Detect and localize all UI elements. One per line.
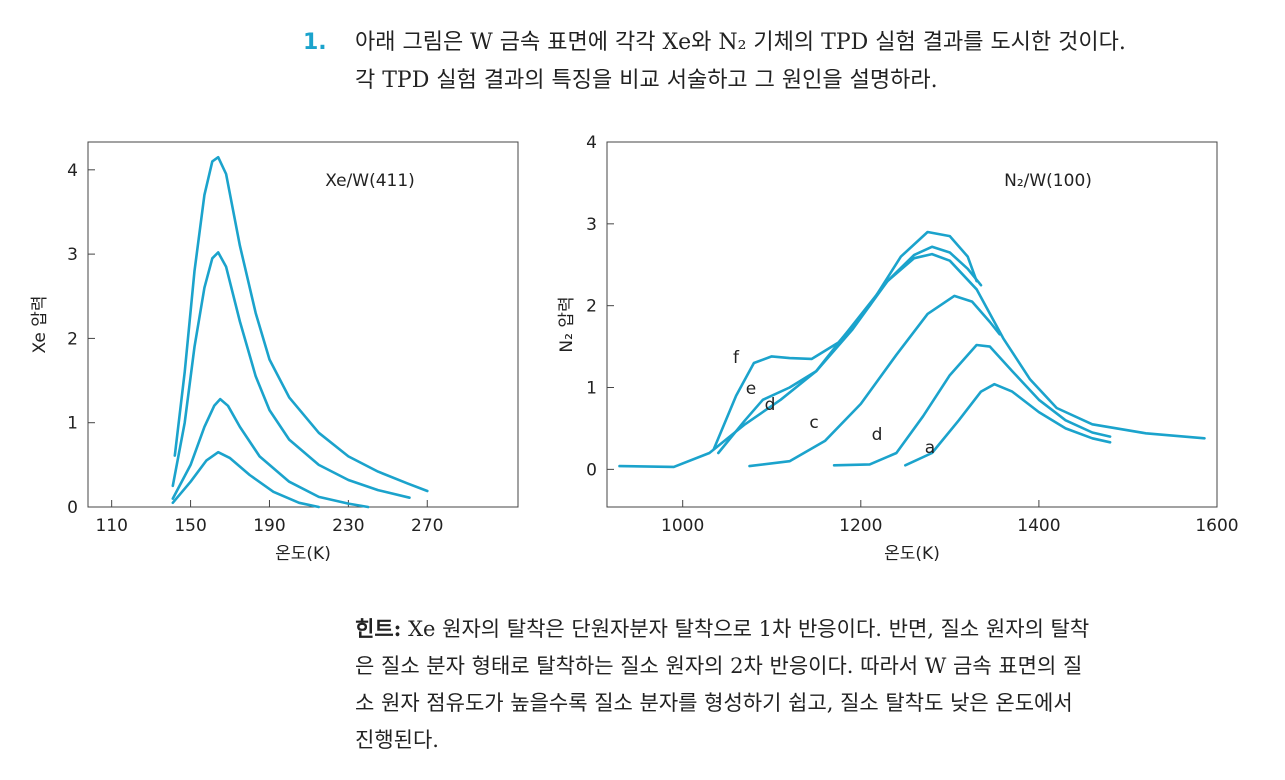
y-tick-label: 1 [586, 379, 597, 399]
curve [712, 230, 978, 451]
y-tick-label: 2 [67, 329, 78, 349]
y-tick-label: 4 [67, 161, 78, 181]
hint: 힌트: Xe 원자의 탈착은 단원자분자 탈착으로 1차 반응이다. 반면, 질… [355, 610, 1089, 759]
hint-line: 소 원자 점유도가 높을수록 질소 분자를 형성하기 쉽고, 질소 탈착도 낮은… [355, 691, 1073, 715]
x-tick-label: 110 [95, 516, 127, 536]
x-tick-label: 1600 [1195, 516, 1238, 536]
y-tick-label: 3 [586, 215, 597, 235]
annotation: N₂/W(100) [1004, 171, 1092, 191]
x-tick-label: 190 [253, 516, 285, 536]
question-number: 1. [303, 30, 327, 55]
y-tick-label: 3 [67, 245, 78, 265]
plot-frame [606, 141, 1218, 508]
plot-frame [87, 141, 519, 508]
curve [171, 450, 321, 509]
curve-label: e [746, 379, 756, 399]
x-tick-label: 270 [411, 516, 443, 536]
x-axis-label: 온도(K) [275, 544, 331, 564]
curve-label: a [925, 438, 935, 458]
curve [904, 382, 1112, 467]
curve-label: d [765, 395, 776, 415]
hint-line: 힌트: Xe 원자의 탈착은 단원자분자 탈착으로 1차 반응이다. 반면, 질… [355, 610, 1089, 648]
hint-text: Xe 원자의 탈착은 단원자분자 탈착으로 1차 반응이다. 반면, 질소 원자… [401, 617, 1090, 641]
curve [717, 245, 983, 455]
x-tick-label: 230 [332, 516, 364, 536]
curve [173, 155, 429, 493]
curve [171, 397, 370, 509]
annotation: Xe/W(411) [325, 171, 415, 191]
y-tick-label: 1 [67, 414, 78, 434]
y-tick-label: 4 [586, 133, 597, 153]
hint-label: 힌트: [355, 616, 402, 641]
question-line: 아래 그림은 W 금속 표면에 각각 Xe와 N₂ 기체의 TPD 실험 결과를… [355, 30, 1126, 55]
y-axis-label: N₂ 압력 [557, 296, 577, 352]
curve-label: d [872, 425, 883, 445]
x-tick-label: 1000 [661, 516, 704, 536]
x-tick-label: 1200 [839, 516, 882, 536]
curve-label: f [733, 348, 740, 368]
y-tick-label: 2 [586, 297, 597, 317]
x-tick-label: 1400 [1017, 516, 1060, 536]
question: 1. 아래 그림은 W 금속 표면에 각각 Xe와 N₂ 기체의 TPD 실험 … [303, 24, 1126, 100]
curve [618, 252, 1206, 469]
question-line: 각 TPD 실험 결과의 특징을 비교 서술하고 그 원인을 설명하라. [355, 68, 938, 93]
x-tick-label: 150 [174, 516, 206, 536]
y-tick-label: 0 [67, 498, 78, 518]
curve-label: c [809, 413, 818, 433]
hint-line: 은 질소 분자 형태로 탈착하는 질소 원자의 2차 반응이다. 따라서 W 금… [355, 654, 1083, 678]
y-tick-label: 0 [586, 460, 597, 480]
curve [748, 294, 1001, 468]
curve [171, 251, 411, 499]
hint-line: 진행된다. [355, 728, 439, 752]
curve [832, 343, 1112, 467]
x-axis-label: 온도(K) [884, 544, 940, 564]
y-axis-label: Xe 압력 [30, 295, 50, 353]
